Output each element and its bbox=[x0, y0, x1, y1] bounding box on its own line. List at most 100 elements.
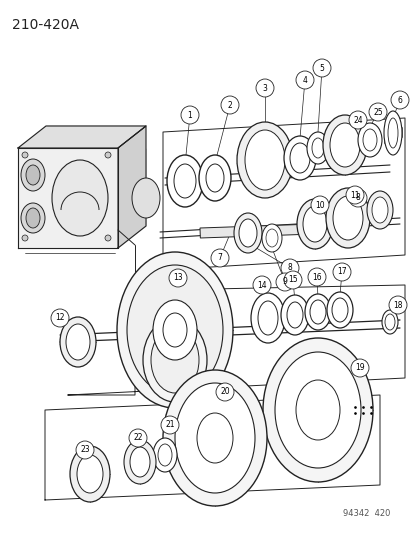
Ellipse shape bbox=[132, 178, 159, 218]
Text: 14: 14 bbox=[256, 280, 266, 289]
Ellipse shape bbox=[325, 188, 369, 248]
Ellipse shape bbox=[381, 310, 397, 334]
Ellipse shape bbox=[163, 313, 187, 347]
Text: 19: 19 bbox=[354, 364, 364, 373]
Text: 8: 8 bbox=[355, 193, 359, 203]
Ellipse shape bbox=[142, 318, 206, 402]
Circle shape bbox=[348, 111, 366, 129]
Circle shape bbox=[252, 276, 271, 294]
Circle shape bbox=[216, 383, 233, 401]
Ellipse shape bbox=[302, 206, 326, 242]
Circle shape bbox=[390, 91, 408, 109]
Text: 17: 17 bbox=[336, 268, 346, 277]
Text: 12: 12 bbox=[55, 313, 64, 322]
Ellipse shape bbox=[280, 295, 308, 335]
Ellipse shape bbox=[26, 208, 40, 228]
Ellipse shape bbox=[286, 302, 302, 328]
Ellipse shape bbox=[383, 111, 401, 155]
Ellipse shape bbox=[329, 123, 359, 167]
Ellipse shape bbox=[387, 118, 397, 148]
Circle shape bbox=[169, 269, 187, 287]
Ellipse shape bbox=[331, 298, 347, 322]
Ellipse shape bbox=[244, 130, 284, 190]
Ellipse shape bbox=[296, 199, 332, 249]
Ellipse shape bbox=[371, 197, 387, 223]
Polygon shape bbox=[18, 126, 146, 148]
Ellipse shape bbox=[70, 446, 110, 502]
Circle shape bbox=[283, 271, 301, 289]
Ellipse shape bbox=[238, 219, 256, 247]
Ellipse shape bbox=[163, 370, 266, 506]
Text: 6: 6 bbox=[396, 95, 401, 104]
Circle shape bbox=[105, 152, 111, 158]
Text: 16: 16 bbox=[311, 272, 321, 281]
Ellipse shape bbox=[266, 229, 277, 247]
Circle shape bbox=[221, 96, 238, 114]
Text: 20: 20 bbox=[220, 387, 229, 397]
Circle shape bbox=[295, 71, 313, 89]
Ellipse shape bbox=[199, 155, 230, 201]
Ellipse shape bbox=[153, 438, 177, 472]
Ellipse shape bbox=[175, 383, 254, 493]
Circle shape bbox=[350, 359, 368, 377]
Circle shape bbox=[105, 235, 111, 241]
Circle shape bbox=[312, 59, 330, 77]
Polygon shape bbox=[118, 126, 146, 248]
Text: 22: 22 bbox=[133, 433, 142, 442]
Ellipse shape bbox=[283, 136, 315, 180]
Circle shape bbox=[22, 235, 28, 241]
Ellipse shape bbox=[21, 203, 45, 233]
Ellipse shape bbox=[158, 444, 171, 466]
Ellipse shape bbox=[197, 413, 233, 463]
Circle shape bbox=[332, 263, 350, 281]
Ellipse shape bbox=[250, 293, 284, 343]
Circle shape bbox=[22, 152, 28, 158]
Text: 13: 13 bbox=[173, 273, 183, 282]
Text: 23: 23 bbox=[80, 446, 90, 455]
Text: 11: 11 bbox=[349, 190, 359, 199]
Ellipse shape bbox=[332, 196, 362, 240]
Circle shape bbox=[51, 309, 69, 327]
Circle shape bbox=[129, 429, 147, 447]
Ellipse shape bbox=[127, 265, 223, 395]
Circle shape bbox=[368, 103, 386, 121]
Ellipse shape bbox=[66, 324, 90, 360]
Ellipse shape bbox=[257, 301, 277, 335]
Ellipse shape bbox=[357, 123, 381, 157]
Ellipse shape bbox=[261, 224, 281, 252]
Text: 3: 3 bbox=[262, 84, 267, 93]
Text: 7: 7 bbox=[217, 254, 222, 262]
Ellipse shape bbox=[362, 129, 376, 151]
Ellipse shape bbox=[206, 164, 223, 192]
Circle shape bbox=[280, 259, 298, 277]
Text: 8: 8 bbox=[287, 263, 292, 272]
Text: 18: 18 bbox=[392, 301, 402, 310]
Text: 10: 10 bbox=[314, 200, 324, 209]
Circle shape bbox=[310, 196, 328, 214]
Ellipse shape bbox=[21, 159, 45, 191]
Ellipse shape bbox=[311, 138, 323, 158]
Ellipse shape bbox=[309, 300, 325, 324]
Polygon shape bbox=[18, 148, 118, 248]
Text: 21: 21 bbox=[165, 421, 174, 430]
Circle shape bbox=[348, 189, 366, 207]
Circle shape bbox=[307, 268, 325, 286]
Ellipse shape bbox=[233, 213, 261, 253]
Text: 25: 25 bbox=[372, 108, 382, 117]
Ellipse shape bbox=[166, 155, 202, 207]
Ellipse shape bbox=[366, 191, 392, 229]
Ellipse shape bbox=[151, 327, 199, 393]
Ellipse shape bbox=[262, 338, 372, 482]
Circle shape bbox=[275, 273, 293, 291]
Circle shape bbox=[255, 79, 273, 97]
Ellipse shape bbox=[384, 314, 394, 330]
Ellipse shape bbox=[304, 294, 330, 330]
Ellipse shape bbox=[130, 447, 150, 477]
Ellipse shape bbox=[236, 122, 292, 198]
Ellipse shape bbox=[274, 352, 360, 468]
Text: 94342  420: 94342 420 bbox=[342, 509, 389, 518]
Ellipse shape bbox=[322, 115, 366, 175]
Circle shape bbox=[345, 186, 363, 204]
Text: 9: 9 bbox=[282, 278, 287, 287]
Text: 15: 15 bbox=[287, 276, 297, 285]
